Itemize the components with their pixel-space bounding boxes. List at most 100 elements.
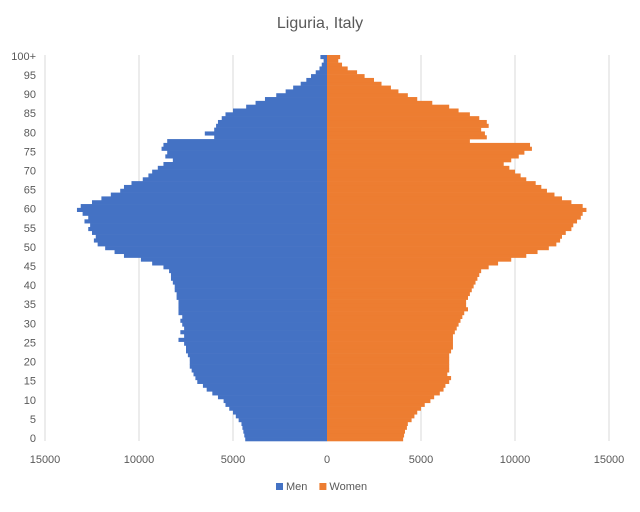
bar bbox=[327, 345, 453, 350]
bar bbox=[212, 391, 327, 396]
bar bbox=[327, 97, 418, 102]
bar bbox=[327, 207, 587, 212]
bar bbox=[276, 93, 327, 98]
bar bbox=[327, 433, 405, 438]
bar bbox=[157, 165, 327, 170]
bar bbox=[238, 418, 327, 423]
bar bbox=[186, 349, 327, 354]
bar bbox=[327, 150, 525, 155]
y-tick-label: 10 bbox=[24, 395, 36, 407]
bar bbox=[327, 70, 358, 75]
bar bbox=[327, 184, 542, 190]
bar bbox=[92, 200, 327, 205]
bar bbox=[327, 177, 527, 182]
bar bbox=[110, 192, 327, 197]
bar bbox=[214, 127, 327, 132]
bar bbox=[327, 154, 519, 159]
y-tick-label: 55 bbox=[24, 223, 36, 235]
bar bbox=[327, 74, 365, 79]
bar bbox=[170, 276, 327, 281]
bar bbox=[221, 116, 327, 121]
bar bbox=[327, 376, 452, 381]
bar bbox=[327, 100, 433, 105]
y-tick-label: 0 bbox=[30, 433, 36, 445]
bar bbox=[93, 238, 327, 243]
bar bbox=[327, 123, 489, 128]
bar bbox=[327, 223, 574, 228]
bar bbox=[327, 291, 470, 297]
bar bbox=[163, 162, 327, 167]
bar bbox=[131, 181, 327, 186]
bar bbox=[327, 356, 450, 362]
bar bbox=[327, 93, 408, 98]
y-tick-label: 45 bbox=[24, 261, 36, 273]
bar bbox=[163, 142, 327, 148]
bar bbox=[88, 215, 328, 220]
bar bbox=[165, 154, 327, 159]
bar bbox=[195, 376, 327, 381]
y-tick-label: 15 bbox=[24, 376, 36, 388]
bar bbox=[202, 383, 327, 388]
bar bbox=[229, 406, 327, 411]
legend-swatch bbox=[276, 483, 283, 490]
bar bbox=[327, 406, 421, 411]
bar bbox=[327, 437, 404, 442]
bar bbox=[170, 272, 327, 277]
bar bbox=[327, 188, 547, 193]
bar bbox=[327, 269, 482, 274]
bar bbox=[327, 333, 453, 339]
bar bbox=[327, 181, 536, 186]
y-tick-label: 20 bbox=[24, 357, 36, 369]
bar bbox=[189, 360, 327, 365]
bar bbox=[169, 269, 327, 274]
x-tick-label: 10000 bbox=[500, 454, 531, 466]
bar bbox=[327, 261, 499, 266]
chart-title: Liguria, Italy bbox=[277, 15, 363, 32]
y-tick-label: 25 bbox=[24, 337, 36, 349]
bar bbox=[90, 223, 328, 228]
bar bbox=[191, 368, 327, 373]
bar bbox=[152, 261, 327, 266]
x-tick-label: 0 bbox=[324, 454, 330, 466]
bar bbox=[184, 341, 327, 346]
bar bbox=[327, 383, 446, 388]
bar bbox=[327, 318, 461, 323]
bar bbox=[327, 77, 374, 83]
bar bbox=[197, 379, 327, 384]
x-tick-label: 5000 bbox=[409, 454, 433, 466]
bar bbox=[327, 257, 512, 262]
bar bbox=[167, 150, 327, 155]
bar bbox=[327, 230, 566, 235]
bar bbox=[327, 391, 440, 396]
bar bbox=[327, 249, 538, 255]
bar bbox=[327, 276, 478, 281]
bar bbox=[244, 433, 327, 438]
bar bbox=[206, 387, 327, 392]
bar bbox=[327, 387, 444, 392]
bar bbox=[327, 398, 431, 404]
bar bbox=[327, 284, 474, 289]
bar bbox=[225, 112, 327, 117]
bar bbox=[327, 119, 487, 125]
y-tick-label: 60 bbox=[24, 204, 36, 216]
y-tick-label: 35 bbox=[24, 299, 36, 311]
bar bbox=[327, 242, 557, 247]
legend-swatch bbox=[319, 483, 327, 490]
bar bbox=[327, 58, 339, 63]
y-tick-label: 65 bbox=[24, 185, 36, 197]
bar bbox=[327, 265, 489, 270]
bar bbox=[327, 135, 487, 140]
bar bbox=[241, 421, 327, 427]
bar bbox=[327, 353, 450, 358]
bar bbox=[76, 207, 328, 212]
bar bbox=[327, 425, 407, 430]
bar bbox=[142, 177, 327, 182]
bar bbox=[327, 112, 470, 117]
y-tick-label: 50 bbox=[24, 242, 36, 254]
bar bbox=[187, 353, 327, 358]
bar bbox=[120, 188, 327, 193]
bar bbox=[327, 169, 515, 174]
bar bbox=[189, 356, 327, 362]
bar bbox=[327, 192, 555, 197]
bar bbox=[88, 226, 328, 232]
